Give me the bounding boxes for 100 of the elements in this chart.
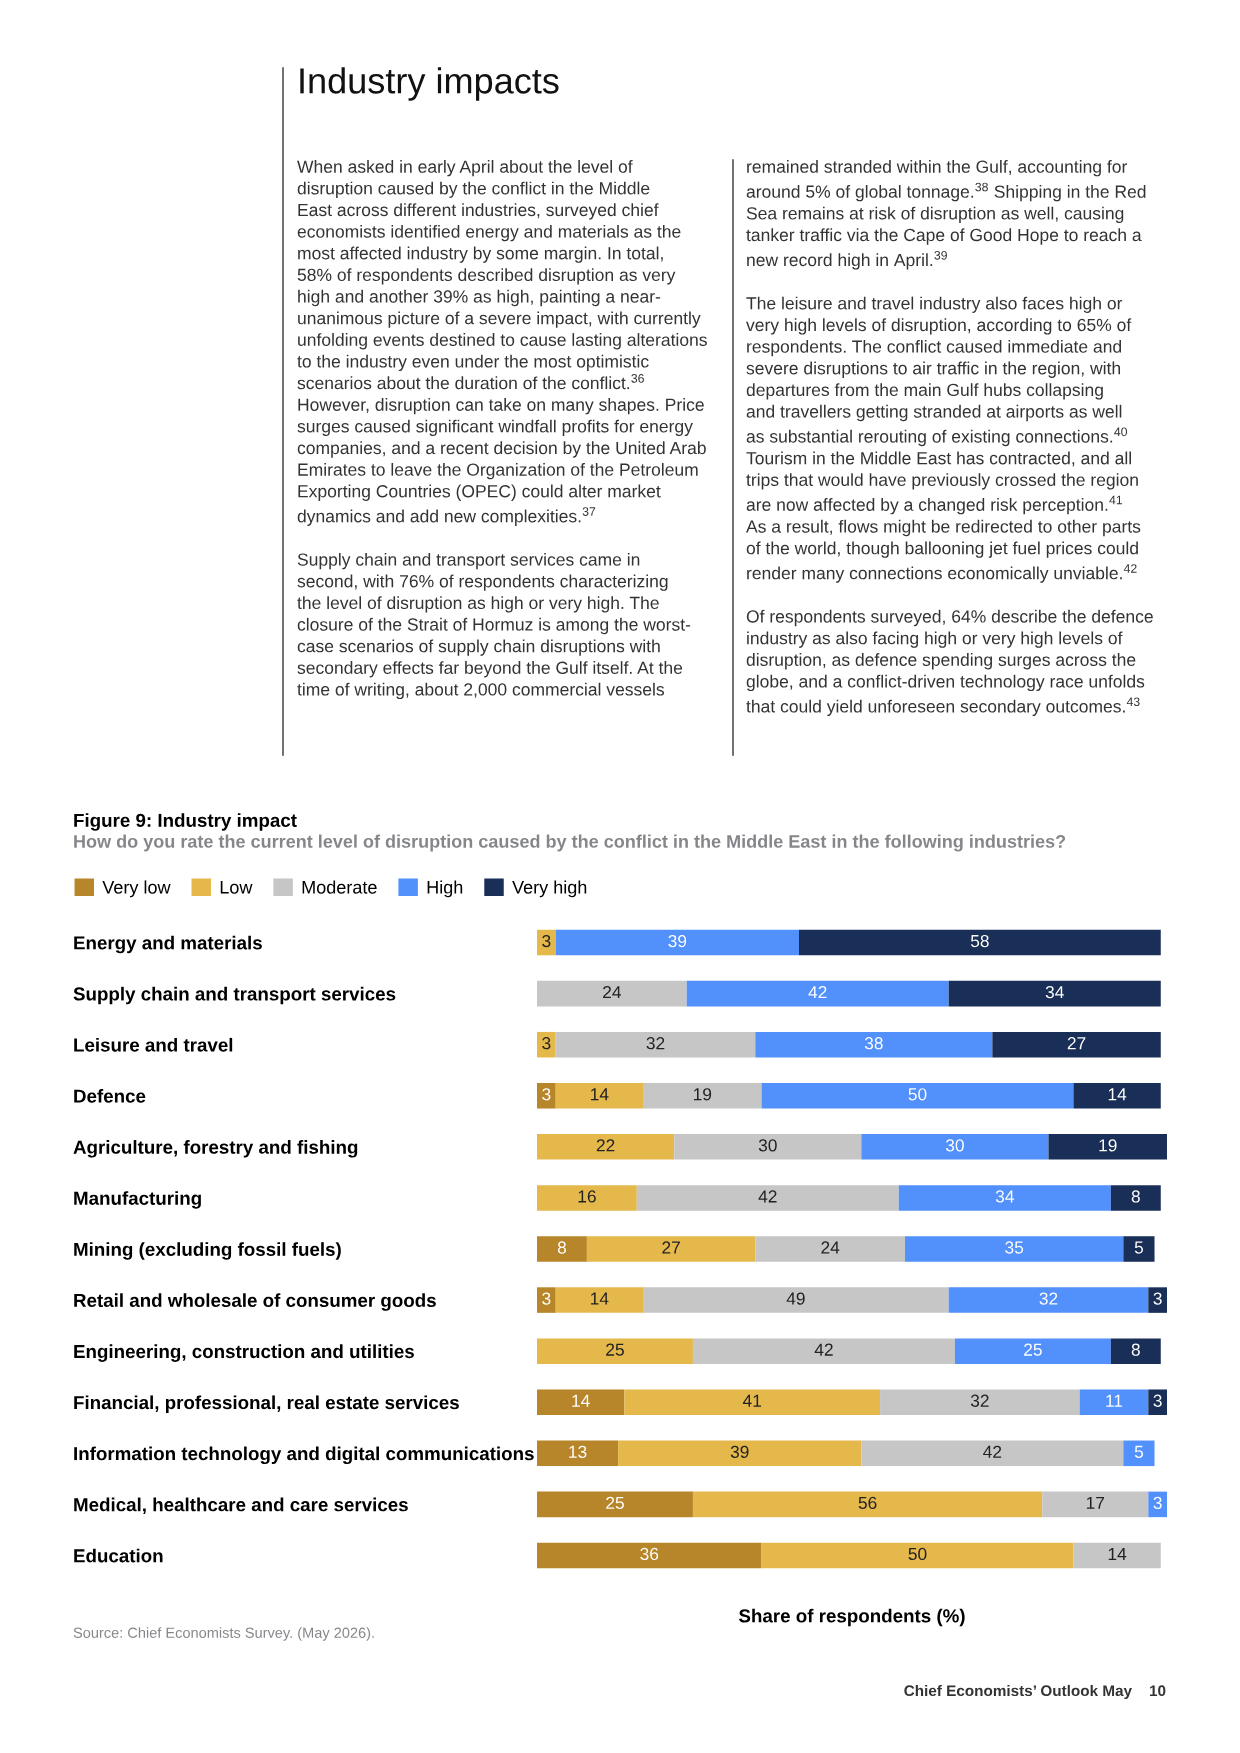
- bar: [537, 1491, 693, 1518]
- data-label: 50: [908, 1547, 927, 1561]
- bar: [692, 1491, 1043, 1518]
- legend-label: Moderate: [302, 880, 377, 894]
- text: remained stranded within the Gulf, accounting for around 5% of global tonnage.$^{38}$ Shipping in the Red Sea remains at risk of disruption as well, causing tanker traffic via the Cape of Good Hope to reach a new record high in April.$^{39}$ The leisure and travel industry also faces high or very high levels of disruption, according to 65% of respondents. The conflict caused immediate and severe disruptions to air traffic in the region, with departures from the main Gulf hubs collapsing and travellers getting stranded at airports as well as substantial rerouting of existing connections.$^{40}$ Tourism in the Middle East has contracted, and all trips that would have previously crossed the region are now affected by a changed risk perception.$^{41}$ As a result, flows might be redirected to other parts of the world, though ballooning jet fuel prices could render many connections economically unviable.$^{42}$ Of respondents surveyed, 64% describe the defence industry as also facing high or very high levels of disruption, as defence spending surges across the globe, and a conflict-driven technology race unfolds that could yield unforeseen secondary outcomes.$^{43}$: [746, 160, 1153, 717]
- data-label: 8: [1131, 1190, 1140, 1203]
- data-label: 14: [591, 1292, 609, 1305]
- bar: [537, 980, 687, 1007]
- data-label: 14: [1108, 1088, 1127, 1101]
- data-label: 14: [572, 1394, 590, 1407]
- text: Industry impacts: [300, 67, 559, 101]
- data-label: 25: [606, 1343, 624, 1356]
- text: When asked in early April about the level of disruption caused by the conflict in the Middle East across different industries, surveyed chief economists identified energy and materials as the most affected industry by some margin. In total, 58% of respondents described disruption as very high and another 39% as high, painting a near- unanimous picture of a severe impact, with currently unfolding events destined to cause lasting alterations to the industry even under the most optimistic scenarios about the duration of the conflict.$^{36}$ However, disruption can take on many shapes. Price surges caused significant windfall profits for energy companies, and a recent decision by the United Arab Emirates to leave the Organization of the Petroleum Exporting Countries (OPEC) could alter market dynamics and add new complexities.$^{37}$ Supply chain and transport services came in second, with 76% of respondents characterizing the level of disruption as high or very high. The closure of the Strait of Hormuz is among the worst- case scenarios of supply chain disruptions with secondary effects far beyond the Gulf itself. At the time of writing, about 2,000 commercial vessels: [297, 160, 707, 700]
- text: Figure 9: Industry impact: [74, 813, 297, 831]
- data-label: 50: [908, 1088, 927, 1101]
- data-label: 58: [970, 934, 989, 948]
- data-label: 30: [945, 1139, 964, 1152]
- bar: [537, 1287, 556, 1313]
- data-label: 19: [1099, 1139, 1117, 1152]
- bar: [555, 1031, 756, 1058]
- data-label: 13: [569, 1445, 587, 1458]
- data-label: 3: [1153, 1394, 1162, 1407]
- bar: [537, 1338, 693, 1364]
- data-label: 39: [668, 934, 687, 948]
- data-label: 42: [808, 985, 827, 999]
- data-label: 24: [821, 1241, 840, 1254]
- bar: [1073, 1083, 1161, 1109]
- bar: [948, 980, 1161, 1007]
- y-tick-label: Engineering, construction and utilities: [74, 1344, 414, 1362]
- bar: [643, 1083, 762, 1109]
- data-label: 32: [1039, 1292, 1058, 1305]
- y-tick-label: Mining (excluding fossil fuels): [74, 1242, 341, 1260]
- bar: [674, 1134, 862, 1160]
- bar: [555, 1287, 644, 1313]
- legend-label: Very low: [102, 880, 171, 898]
- data-label: 14: [1108, 1548, 1127, 1560]
- data-label: 3: [542, 1088, 551, 1101]
- bar: [761, 1083, 1074, 1109]
- data-label: 5: [1134, 1445, 1144, 1458]
- data-label: 30: [758, 1139, 777, 1152]
- bar: [537, 1134, 675, 1160]
- y-tick-label: Manufacturing: [74, 1191, 201, 1209]
- bar: [1110, 1185, 1161, 1211]
- bar: [537, 1083, 556, 1109]
- bar: [1148, 1287, 1167, 1313]
- data-label: 3: [542, 1037, 551, 1050]
- bar: [1110, 1338, 1161, 1364]
- bar: [755, 1236, 906, 1262]
- bar: [880, 1389, 1080, 1415]
- y-tick-label: Retail and wholesale of consumer goods: [74, 1293, 436, 1311]
- y-tick-label: Leisure and travel: [74, 1037, 233, 1052]
- bar: [618, 1440, 862, 1467]
- bar: [861, 1134, 1049, 1160]
- data-label: 34: [1045, 985, 1064, 999]
- y-tick-label: Information technology and digital communications: [74, 1446, 534, 1465]
- bar: [537, 1440, 619, 1467]
- data-label: 8: [1131, 1343, 1140, 1356]
- data-label: 5: [1134, 1241, 1144, 1254]
- data-label: 32: [970, 1394, 989, 1407]
- data-label: 3: [542, 1292, 551, 1305]
- data-label: 56: [858, 1496, 877, 1510]
- bar: [537, 1542, 762, 1569]
- y-tick-label: Agriculture, forestry and fishing: [73, 1140, 358, 1158]
- bar: [555, 1083, 644, 1109]
- source-note: Source: Chief Economists Survey. (May 2026).: [73, 1627, 374, 1641]
- data-label: 32: [646, 1037, 665, 1050]
- bar: [686, 980, 949, 1007]
- data-label: 25: [606, 1496, 624, 1510]
- x-axis-title: Share of respondents (%): [738, 1608, 965, 1627]
- bar: [861, 1440, 1124, 1467]
- bar: [1079, 1389, 1149, 1415]
- data-label: 14: [591, 1088, 609, 1101]
- data-label: 3: [1153, 1496, 1162, 1510]
- legend-label: High: [427, 880, 463, 898]
- y-tick-label: Financial, professional, real estate services: [74, 1395, 459, 1413]
- bar: [643, 1287, 949, 1313]
- bar: [586, 1236, 756, 1262]
- bar: [761, 1542, 1074, 1569]
- bar: [537, 1236, 587, 1262]
- data-label: 39: [730, 1445, 749, 1458]
- y-tick-label: Supply chain and transport services: [73, 986, 396, 1005]
- data-label: 27: [662, 1241, 680, 1254]
- y-tick-label: Education: [74, 1548, 163, 1563]
- data-label: 35: [1005, 1241, 1024, 1254]
- bar: [755, 1031, 993, 1058]
- data-label: 3: [1153, 1292, 1162, 1305]
- data-label: 42: [758, 1190, 777, 1203]
- bar: [692, 1338, 955, 1364]
- bar: [798, 929, 1161, 956]
- data-label: 11: [1106, 1394, 1123, 1407]
- y-tick-label: Medical, healthcare and care services: [74, 1497, 408, 1515]
- data-label: 36: [640, 1547, 659, 1561]
- data-label: 17: [1086, 1496, 1105, 1509]
- bar: [1123, 1236, 1155, 1262]
- bar: [1123, 1440, 1155, 1467]
- data-label: 22: [596, 1139, 615, 1152]
- data-label: 25: [1024, 1343, 1042, 1356]
- bar: [537, 1185, 637, 1211]
- data-label: 38: [864, 1037, 883, 1050]
- y-tick-label: Defence: [74, 1088, 146, 1103]
